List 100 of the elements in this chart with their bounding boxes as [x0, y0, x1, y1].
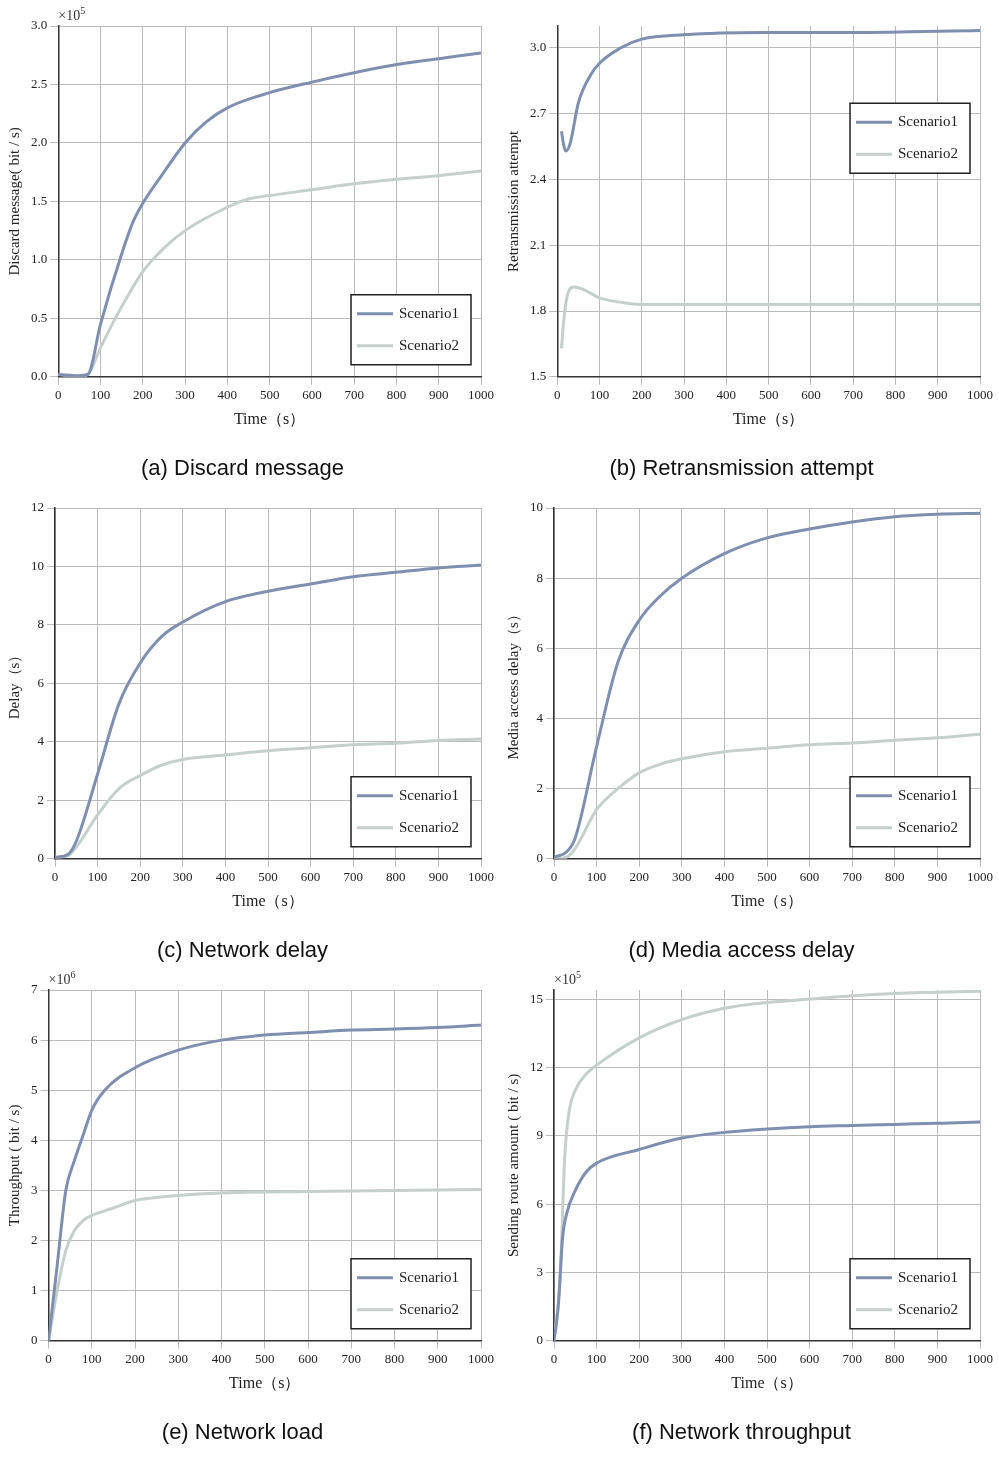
legend-label: Scenario2	[898, 145, 959, 162]
x-tick-label: 800	[885, 387, 906, 403]
y-tick-label: 6	[536, 639, 544, 655]
y-axis-title: Media access delay（s）	[504, 607, 521, 760]
legend-label: Scenario1	[399, 1268, 460, 1285]
x-tick-label: 100	[87, 869, 108, 885]
text: (f) Network throughput	[632, 1418, 851, 1444]
x-tick-label: 500	[757, 1351, 777, 1367]
x-tick-label: 200	[133, 387, 153, 403]
y-tick-label: 2	[536, 780, 543, 796]
y-tick-label: 4	[31, 1131, 38, 1147]
x-tick-label: 900	[428, 387, 449, 403]
x-tick-label: 400	[714, 869, 735, 885]
x-tick-label: 900	[428, 1351, 448, 1367]
x-tick-label: 300	[672, 869, 692, 885]
legend-label: Scenario1	[898, 113, 959, 130]
y-tick-label: 1.5	[530, 368, 547, 384]
x-axis-title: Time（s）	[232, 892, 304, 910]
x-tick-label: 300	[672, 1351, 692, 1367]
text: (e) Network load	[161, 1418, 324, 1444]
x-tick-label: 200	[632, 387, 652, 403]
x-tick-label: 900	[927, 1351, 948, 1367]
y-tick-label: 8	[37, 616, 44, 632]
x-tick-label: 1000	[468, 1351, 494, 1367]
legend-label: Scenario2	[399, 818, 460, 835]
y-tick-label: 4	[536, 709, 544, 725]
x-tick-label: 300	[175, 387, 195, 403]
x-tick-label: 1000	[967, 1351, 993, 1367]
x-tick-label: 400	[217, 387, 238, 403]
text: (a) Discard message	[141, 454, 344, 480]
y-tick-label: 2.1	[530, 236, 547, 252]
x-tick-label: 200	[629, 1351, 649, 1367]
y-tick-label: 0	[31, 1332, 38, 1348]
x-tick-label: 600	[799, 869, 820, 885]
x-tick-label: 600	[298, 1351, 318, 1367]
y-tick-label: 0	[536, 1332, 543, 1348]
y-tick-label: 10	[31, 557, 44, 573]
x-tick-label: 600	[801, 387, 821, 403]
y-tick-label: 5	[31, 1081, 38, 1097]
y-axis-title: Retransmission attempt	[504, 129, 521, 273]
y-tick-label: 6	[37, 674, 45, 690]
x-tick-label: 800	[885, 1351, 905, 1367]
y-tick-label: 2.5	[31, 75, 48, 91]
text: (c) Network delay	[156, 936, 329, 962]
y-tick-label: 0.5	[31, 309, 48, 325]
x-tick-label: 500	[259, 387, 280, 403]
legend-label: Scenario2	[898, 818, 959, 835]
x-axis-title: Time（s）	[731, 892, 803, 910]
x-tick-label: 1000	[967, 387, 993, 403]
x-tick-label: 100	[90, 387, 111, 403]
y-tick-label: 10	[530, 499, 543, 515]
x-tick-label: 500	[757, 869, 777, 885]
x-axis-title: Time（s）	[732, 410, 805, 428]
y-tick-label: 0.0	[31, 368, 48, 384]
x-tick-label: 400	[211, 1351, 232, 1367]
legend-label: Scenario2	[399, 1300, 460, 1317]
x-tick-label: 800	[386, 869, 406, 885]
y-tick-label: 3.0	[31, 17, 48, 33]
x-tick-label: 500	[255, 1351, 275, 1367]
y-tick-label: 0	[536, 850, 543, 866]
x-tick-label: 200	[130, 869, 150, 885]
x-tick-label: 600	[302, 387, 322, 403]
y-tick-label: 12	[530, 1058, 543, 1074]
y-tick-label: 1.8	[530, 302, 547, 318]
y-tick-label: 0	[37, 850, 44, 866]
x-tick-label: 700	[341, 1351, 361, 1367]
y-axis-title: Throughput ( bit / s)	[5, 1104, 23, 1227]
y-tick-label: 8	[536, 569, 543, 585]
x-tick-label: 0	[51, 869, 59, 885]
x-tick-label: 700	[842, 869, 862, 885]
x-tick-label: 600	[300, 869, 321, 885]
y-tick-label: 6	[536, 1195, 544, 1211]
x-tick-label: 700	[842, 1351, 862, 1367]
y-tick-label: 1.0	[31, 251, 48, 267]
y-tick-label: 2.4	[530, 170, 547, 186]
x-tick-label: 800	[384, 1351, 405, 1367]
y-tick-label: 2.7	[530, 105, 547, 121]
x-tick-label: 0	[55, 387, 62, 403]
legend-label: Scenario2	[399, 336, 460, 353]
x-axis-title: Time（s）	[233, 410, 306, 428]
x-tick-label: 0	[554, 387, 561, 403]
legend-label: Scenario1	[898, 786, 959, 803]
y-axis-title: Discard message( bit / s)	[5, 127, 23, 276]
y-tick-label: 2	[31, 1231, 38, 1247]
x-tick-label: 600	[799, 1351, 820, 1367]
x-tick-label: 0	[550, 1351, 558, 1367]
legend-label: Scenario1	[399, 304, 460, 321]
x-tick-label: 700	[843, 387, 863, 403]
x-tick-label: 500	[258, 869, 278, 885]
x-tick-label: 900	[927, 387, 948, 403]
x-tick-label: 200	[125, 1351, 145, 1367]
x-tick-label: 900	[428, 869, 449, 885]
legend-label: Scenario2	[898, 1300, 959, 1317]
y-tick-label: 1	[31, 1282, 38, 1298]
legend-label: Scenario1	[399, 786, 460, 803]
x-tick-label: 700	[343, 869, 363, 885]
y-axis-title: Sending route amount ( bit / s)	[504, 1073, 522, 1258]
x-tick-label: 1000	[468, 869, 494, 885]
y-tick-label: 4	[37, 733, 45, 749]
y-tick-label: 9	[536, 1127, 543, 1143]
